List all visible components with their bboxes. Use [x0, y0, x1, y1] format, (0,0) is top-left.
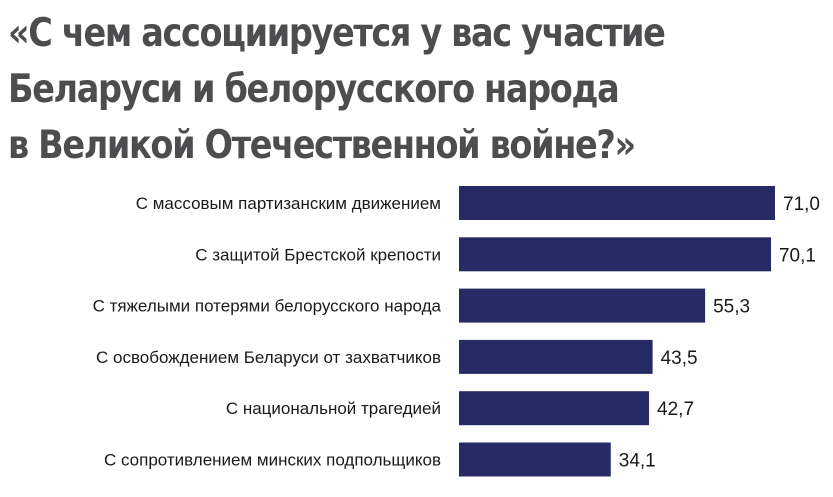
value-label: 43,5: [661, 348, 698, 369]
category-label: С освобождением Беларуси от захватчиков: [96, 348, 441, 367]
bar: [459, 237, 771, 272]
category-label: С сопротивлением минских подпольщиков: [104, 451, 441, 470]
bar: [459, 442, 611, 477]
chart-title: «С чем ассоциируется у вас участие Белар…: [8, 6, 713, 174]
category-label: С тяжелыми потерями белорусского народа: [93, 297, 442, 316]
bar: [459, 186, 775, 220]
value-label: 55,3: [713, 297, 750, 318]
value-label: 70,1: [779, 245, 816, 266]
bar: [459, 288, 706, 323]
title-line-2: Беларуси и белорусского народа: [8, 67, 620, 112]
category-label: С национальной трагедией: [226, 399, 441, 418]
title-line-3: в Великой Отечественной войне?»: [8, 123, 636, 168]
bar: [459, 391, 650, 426]
title-line-1: «С чем ассоциируется у вас участие: [8, 11, 666, 56]
value-label: 71,0: [783, 194, 820, 215]
bar: [459, 339, 653, 374]
category-label: С защитой Брестской крепости: [195, 245, 441, 264]
value-label: 34,1: [619, 451, 656, 472]
category-label: С массовым партизанским движением: [136, 194, 441, 213]
value-label: 42,7: [657, 399, 694, 420]
